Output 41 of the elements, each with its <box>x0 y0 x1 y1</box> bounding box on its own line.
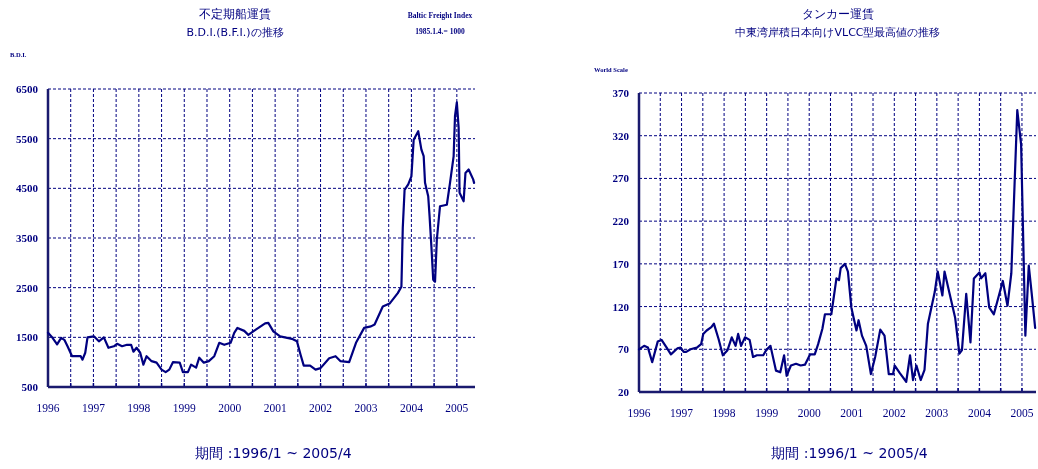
chart-subtitle: B.D.I.(B.F.I.)の推移 <box>186 26 284 39</box>
x-tick-label: 1996 <box>627 407 651 419</box>
y-tick-label: 320 <box>612 129 630 142</box>
x-tick-label: 2004 <box>967 407 992 419</box>
x-tick-label: 2004 <box>399 402 424 414</box>
x-tick-label: 1997 <box>81 402 106 414</box>
x-tick-label: 2003 <box>925 407 949 419</box>
x-tick-label: 2000 <box>797 407 821 419</box>
y-tick-label: 20 <box>618 386 630 398</box>
x-tick-label: 2005 <box>1010 407 1034 419</box>
y-tick-label: 6500 <box>16 83 39 95</box>
x-tick-label: 2001 <box>840 407 864 419</box>
y-tick-label: 370 <box>612 87 630 99</box>
x-tick-label: 1997 <box>670 407 694 419</box>
x-tick-label: 2000 <box>218 402 242 414</box>
chart-title: タンカー運賃 <box>802 7 874 21</box>
chart-title: 不定期船運賃 <box>199 7 271 21</box>
y-tick-label: 5500 <box>16 132 39 145</box>
y-tick-label: 70 <box>618 343 630 356</box>
x-tick-label: 1998 <box>127 402 151 414</box>
y-tick-label: 500 <box>21 381 39 393</box>
x-tick-label: 2003 <box>354 402 378 414</box>
y-tick-label: 2500 <box>16 281 39 294</box>
x-tick-label: 2005 <box>445 402 469 414</box>
x-tick-label: 1999 <box>172 402 197 414</box>
y-tick-label: 3500 <box>16 232 39 244</box>
x-tick-label: 2001 <box>263 402 287 414</box>
chart-subtitle: 中東湾岸積日本向けVLCC型最高値の推移 <box>735 26 941 39</box>
x-tick-label: 1996 <box>36 402 60 414</box>
x-tick-label: 1998 <box>712 407 736 419</box>
y-tick-label: 270 <box>612 172 630 185</box>
y-tick-label: 170 <box>612 257 630 270</box>
x-tick-label: 2002 <box>882 407 907 419</box>
x-axis-title: 期間 :1996/1 ~ 2005/4 <box>195 445 352 461</box>
x-tick-label: 1999 <box>755 407 779 419</box>
y-tick-label: 120 <box>612 300 630 313</box>
y-tick-label: 4500 <box>16 182 39 195</box>
y-tick-label: 1500 <box>16 331 39 344</box>
x-axis-title: 期間 :1996/1 ~ 2005/4 <box>771 445 928 461</box>
x-tick-label: 2002 <box>309 402 333 414</box>
y-tick-label: 220 <box>612 215 630 228</box>
